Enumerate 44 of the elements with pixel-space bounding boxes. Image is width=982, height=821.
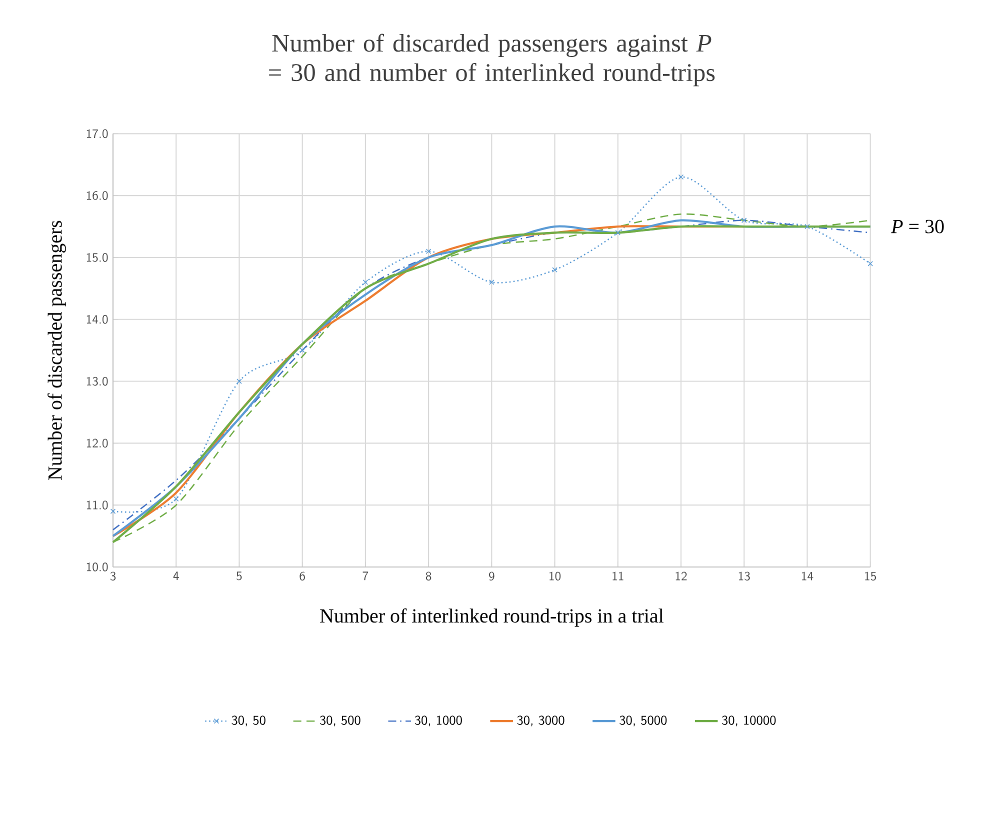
- legend-label: 30, 10000: [722, 716, 776, 726]
- point: [678, 174, 684, 180]
- point: [868, 261, 873, 266]
- point: [804, 224, 810, 230]
- point: [173, 496, 179, 502]
- annotation: P = 30: [890, 220, 944, 234]
- x-tick-label: 6: [300, 572, 305, 581]
- x-tick-label: 7: [362, 572, 368, 580]
- point: [426, 248, 432, 254]
- legend-label: 30, 500: [320, 716, 360, 726]
- legend-label: 30, 1000: [414, 716, 462, 726]
- point: [362, 280, 368, 285]
- x-tick-label: 15: [865, 572, 876, 581]
- y-tick-label: 12.0: [86, 438, 108, 448]
- y-tick-label: 17.0: [86, 129, 108, 138]
- point: [615, 230, 621, 236]
- point: [236, 378, 242, 384]
- x-tick-label: 13: [738, 572, 750, 581]
- x-tick-label: 8: [426, 572, 432, 581]
- legend-label: 30, 5000: [620, 716, 667, 726]
- legend-label: 30, 3000: [517, 716, 564, 726]
- x-tick-label: 3: [110, 572, 116, 581]
- y-tick-label: 10.0: [86, 562, 108, 572]
- point: [300, 348, 306, 353]
- x-tick-label: 9: [489, 572, 494, 581]
- x-axis-title: Number of interlinked round-trips in a trial: [320, 608, 664, 627]
- y-axis-title: Number of discarded passengers: [48, 220, 66, 480]
- legend-label: 30, 50: [232, 716, 266, 726]
- y-tick-label: 16.0: [86, 191, 108, 200]
- x-tick-label: 10: [550, 572, 561, 581]
- x-tick-label: 5: [236, 572, 242, 580]
- point: [552, 267, 558, 273]
- y-tick-label: 15.0: [86, 253, 108, 262]
- y-tick-label: 14.0: [86, 314, 108, 324]
- point: [741, 218, 747, 223]
- x-tick-label: 4: [173, 572, 179, 580]
- x-tick-label: 12: [676, 572, 687, 580]
- y-tick-label: 11.0: [86, 500, 108, 510]
- point: [110, 508, 116, 514]
- x-tick-label: 14: [802, 572, 814, 580]
- point: [489, 280, 494, 285]
- y-tick-label: 13.0: [86, 376, 108, 386]
- x-tick-label: 11: [612, 572, 624, 580]
- chart-title: Number of discarded passengers against P = 30 and number of interlinked round-trips: [269, 34, 715, 86]
